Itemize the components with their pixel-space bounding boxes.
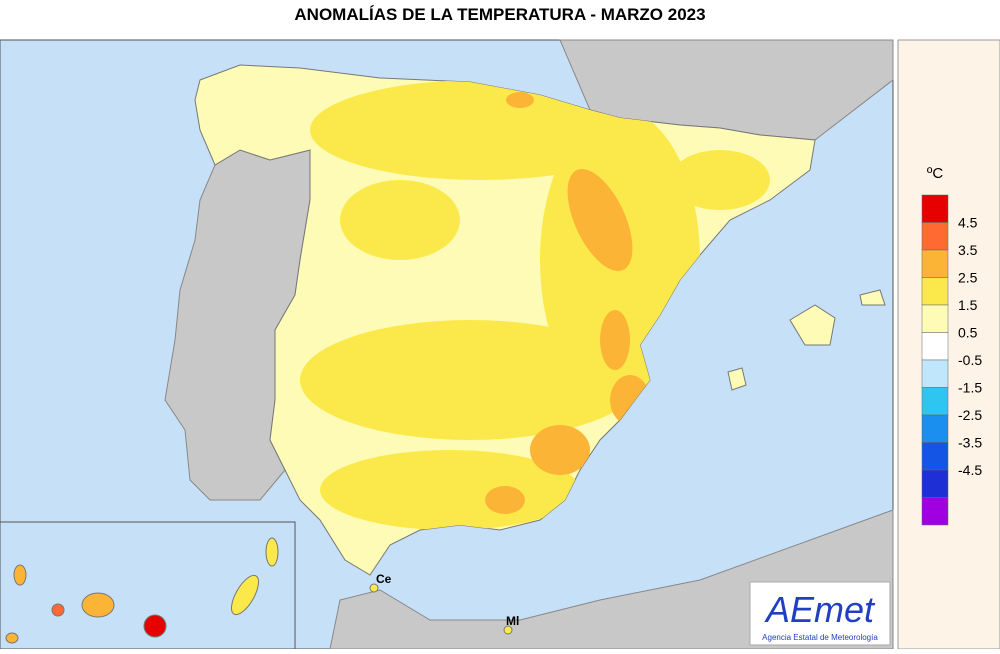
legend-swatch <box>921 469 949 498</box>
title: ANOMALÍAS DE LA TEMPERATURA - MARZO 2023 <box>294 5 705 24</box>
menorca <box>859 289 886 306</box>
legend-label: 0.5 <box>958 325 978 341</box>
anomaly-areas <box>300 80 770 530</box>
ceuta <box>369 583 379 593</box>
legend-label: 1.5 <box>958 297 978 313</box>
legend-panel <box>897 39 1000 650</box>
legend-label: 4.5 <box>958 215 978 231</box>
legend-swatch <box>921 332 949 361</box>
place-label: Ml <box>506 614 519 628</box>
legend-label: -2.5 <box>958 407 982 423</box>
legend-label: 2.5 <box>958 270 978 286</box>
legend-swatch <box>921 359 949 388</box>
legend-swatch <box>921 414 949 443</box>
ibiza <box>727 367 747 391</box>
place-label: Ce <box>376 572 392 586</box>
logo-box <box>749 581 891 646</box>
melilla <box>503 625 513 635</box>
legend-swatch <box>921 304 949 333</box>
legend-label: -4.5 <box>958 462 982 478</box>
legend: 4.5 3.5 2.5 1.5 0.5 -0.5 -1.5 -2.5 -3.5 -4.5 <box>921 194 982 526</box>
legend-swatch <box>921 249 949 278</box>
mallorca <box>789 304 836 346</box>
legend-swatch <box>921 222 949 251</box>
legend-label: -0.5 <box>958 352 982 368</box>
legend-unit: ºC <box>927 165 943 182</box>
legend-swatch <box>921 277 949 306</box>
legend-swatch <box>921 194 949 223</box>
legend-label: -3.5 <box>958 435 982 451</box>
legend-label: -1.5 <box>958 380 982 396</box>
map: Ce Ml AEmet Agencia Estatal de Meteorolo… <box>0 39 894 650</box>
legend-swatch <box>921 497 949 526</box>
legend-swatch <box>921 387 949 416</box>
canary-islands <box>5 537 279 644</box>
logo-subtitle: Agencia Estatal de Meteorología <box>762 633 878 642</box>
legend-label: 3.5 <box>958 242 978 258</box>
legend-swatch <box>921 442 949 471</box>
logo-name: AEmet <box>764 589 876 630</box>
